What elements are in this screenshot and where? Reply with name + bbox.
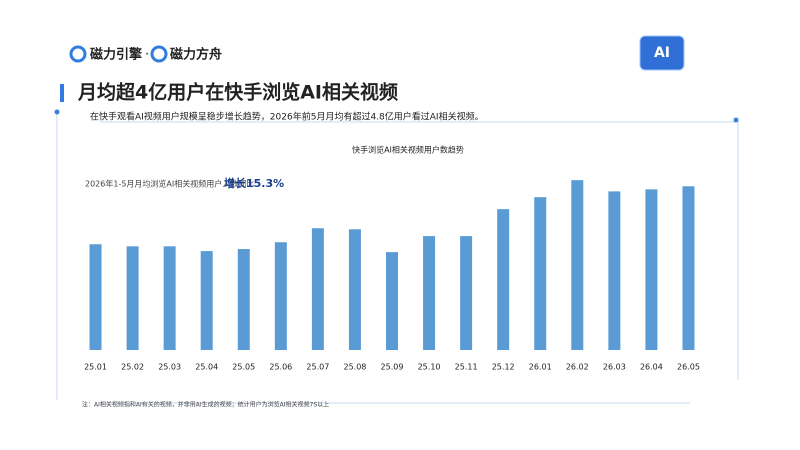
bar: [163, 246, 176, 350]
annotation-highlight: 增长15.3%: [224, 176, 284, 190]
bar: [386, 252, 398, 350]
x-tick-label: 26.03: [603, 363, 626, 372]
note: 注：AI相关视频指和AI有关的视频，并非用AI生成的视频；统计用户为浏览AI相关…: [82, 401, 329, 409]
brand-logo: [150, 45, 168, 63]
x-tick-label: 26.05: [677, 363, 700, 372]
bar: [126, 246, 139, 350]
bar: [534, 197, 547, 350]
x-tick-label: 25.01: [84, 363, 107, 372]
bar: [237, 249, 250, 350]
x-tick-label: 25.05: [232, 363, 255, 372]
bar: [682, 186, 695, 350]
x-tick-label: 25.10: [418, 363, 441, 372]
x-tick-label: 25.02: [121, 363, 144, 372]
ai-badge: AI: [654, 45, 670, 61]
title: 月均超4亿用户在快手浏览AI相关视频: [77, 81, 398, 104]
bar: [200, 251, 213, 350]
x-tick-label: 25.09: [381, 363, 404, 372]
bar: [460, 236, 473, 350]
ai-chip: [639, 35, 685, 71]
bar: [571, 180, 584, 350]
decor-dot: [733, 117, 739, 123]
bar: [645, 189, 658, 350]
brand-separator: ·: [145, 48, 149, 63]
x-tick-label: 25.03: [158, 363, 181, 372]
annotation: 2026年1-5月月均浏览AI相关视频用户人数同比: [85, 179, 254, 189]
x-tick-label: 26.01: [529, 363, 552, 372]
bar: [423, 236, 436, 350]
x-tick-label: 25.12: [492, 363, 515, 372]
decor-dot: [54, 109, 60, 115]
bar: [311, 228, 324, 350]
x-tick-label: 26.02: [566, 363, 589, 372]
brand: 磁力引擎: [90, 47, 142, 63]
x-tick-label: 25.08: [343, 363, 366, 372]
bar: [497, 209, 510, 350]
x-tick-label: 26.04: [640, 363, 663, 372]
title-accent: [60, 84, 64, 102]
bar: [348, 229, 361, 350]
x-tick-label: 25.11: [455, 363, 478, 372]
bar: [608, 191, 621, 350]
plot-area: 25.01 25.02 25.03 25.04 25.05 25.06 25.07 25.08…: [84, 180, 700, 372]
bar: [89, 244, 102, 350]
bar: [274, 242, 287, 350]
x-tick-label: 25.04: [195, 363, 218, 372]
brand-logo: [69, 45, 87, 63]
subtitle: 在快手观看AI视频用户规模呈稳步增长趋势，2026年前5月月均有超过4.8亿用户…: [90, 111, 484, 123]
x-tick-label: 25.07: [306, 363, 329, 372]
brand: 磁力方舟: [170, 47, 222, 63]
chart-title: 快手浏览AI相关视频用户数趋势: [352, 145, 464, 155]
x-tick-label: 25.06: [269, 363, 292, 372]
